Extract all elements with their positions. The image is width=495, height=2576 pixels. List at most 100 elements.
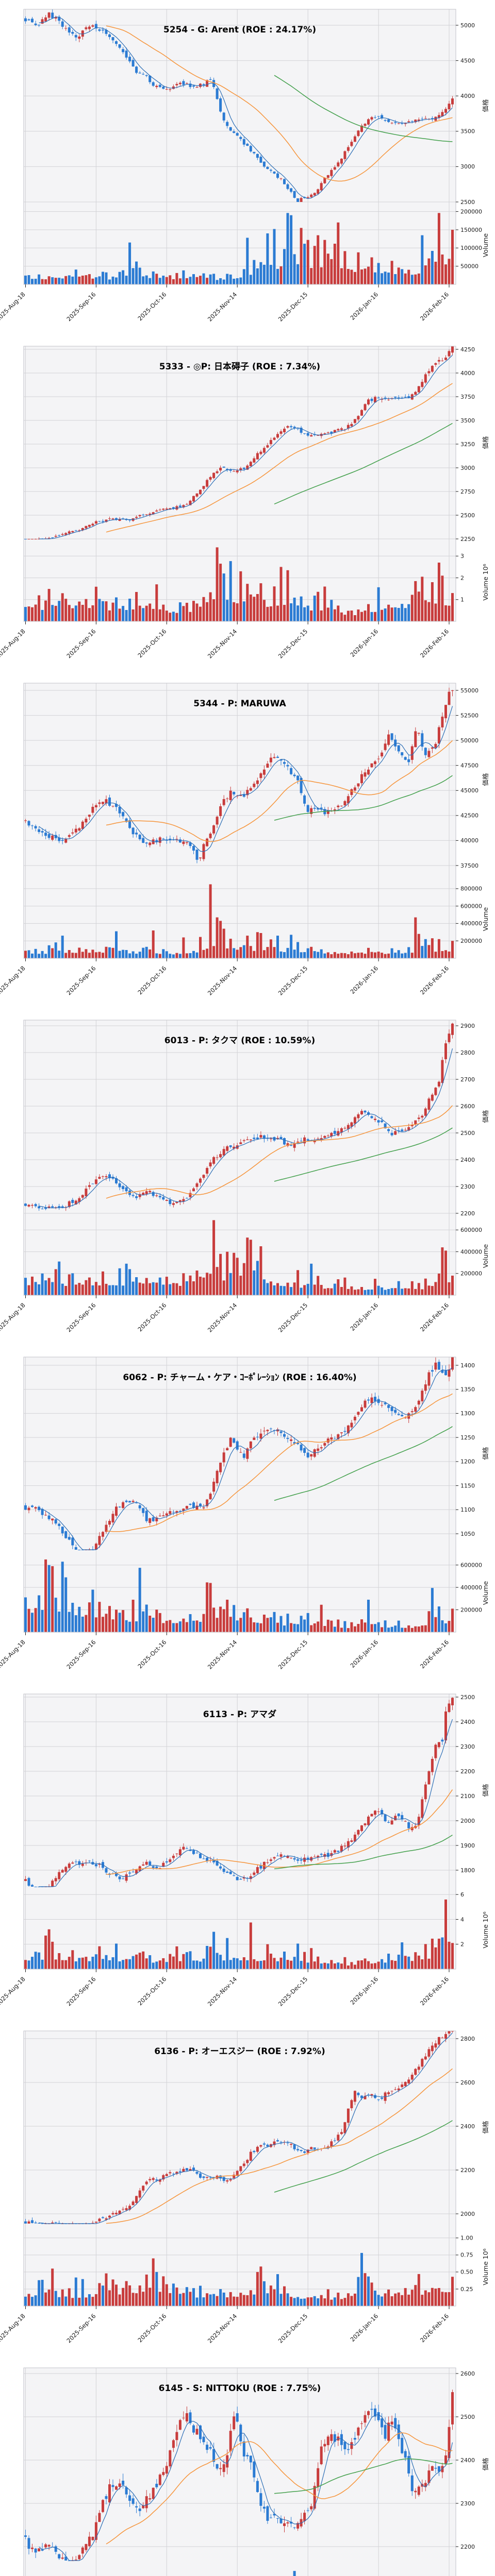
volume-bar (346, 1289, 350, 1295)
candle-body (41, 831, 44, 833)
volume-bar (394, 1288, 397, 1295)
candle-body (249, 1876, 252, 1879)
volume-bar (236, 278, 239, 284)
volume-bar (226, 948, 229, 958)
volume-bar (94, 1617, 97, 1632)
candle-body (172, 86, 175, 89)
candle-body (226, 122, 229, 126)
candle-body (262, 769, 266, 775)
candle-body (259, 157, 262, 163)
candle-body (236, 133, 239, 136)
volume-bar (410, 953, 414, 958)
candle-body (269, 1859, 272, 1861)
candle-body (158, 1196, 161, 1197)
candle-body (192, 1188, 195, 1192)
candle-body (317, 189, 320, 194)
candle-body (145, 1861, 148, 1865)
candle-body (88, 1185, 91, 1187)
volume-bar (404, 1628, 407, 1632)
volume-bar (303, 607, 306, 621)
candle-body (300, 198, 303, 202)
volume-bar (387, 1628, 390, 1632)
candle-body (61, 2557, 64, 2559)
candle-body (310, 808, 313, 814)
candle-body (31, 1505, 34, 1507)
price-tick-label: 1900 (460, 1842, 475, 1849)
volume-bar (165, 1620, 168, 1632)
candle-body (135, 833, 138, 835)
candle-body (98, 1864, 101, 1865)
candle-body (155, 1866, 158, 1868)
volume-bar (24, 1278, 27, 1295)
candle-body (303, 2151, 306, 2153)
candle-body (108, 798, 111, 806)
volume-tick-label: 800000 (460, 886, 482, 892)
volume-bar (27, 606, 30, 621)
price-tick-label: 2400 (460, 2123, 475, 2130)
candle-body (353, 136, 356, 142)
candle-body (381, 752, 384, 757)
volume-bar (367, 266, 370, 284)
candle-body (115, 2486, 118, 2490)
volume-bar (390, 1626, 393, 1632)
volume-tick-label: 0.50 (460, 2269, 473, 2276)
candle-body (353, 2091, 356, 2102)
volume-bar (27, 2294, 30, 2306)
volume-bar (47, 1929, 51, 1969)
price-tick-label: 4000 (460, 93, 475, 99)
candle-body (233, 792, 236, 794)
volume-bar (128, 1269, 131, 1295)
candle-body (54, 1519, 57, 1524)
volume-bar (88, 1961, 91, 1969)
candle-body (68, 1863, 71, 1868)
candle-body (138, 835, 141, 839)
volume-bar (300, 1961, 303, 1969)
candle-body (390, 2421, 393, 2425)
price-tick-label: 3500 (460, 128, 475, 135)
candle-body (306, 1857, 309, 1859)
candle-body (85, 819, 88, 823)
candle-body (226, 2180, 229, 2182)
candle-body (337, 1434, 340, 1439)
volume-bar (68, 1274, 71, 1295)
candle-body (105, 1176, 108, 1177)
price-tick-label: 3000 (460, 163, 475, 170)
volume-bar (64, 599, 68, 621)
candle-body (199, 2173, 202, 2178)
candle-body (437, 115, 440, 118)
candle-body (279, 431, 283, 434)
volume-bar (381, 953, 384, 958)
moving-average-lines (39, 2414, 453, 2561)
volume-bar (148, 1283, 152, 1295)
candle-body (350, 789, 353, 795)
ma-short-line (39, 354, 453, 539)
volume-bar (262, 950, 266, 958)
volume-bar (142, 2292, 145, 2306)
volume-bar (424, 600, 427, 621)
candle-body (54, 536, 57, 537)
candle-body (169, 2172, 172, 2174)
candle-body (300, 1859, 303, 1861)
volume-tick-label: 6 (460, 1891, 464, 1898)
volume-bar (38, 2280, 41, 2306)
volume-bar (64, 953, 68, 958)
volume-bar (165, 277, 168, 284)
candle-body (145, 75, 148, 76)
volume-bar (85, 2297, 88, 2306)
volume-bar (306, 1962, 309, 1969)
volume-bar (61, 1960, 64, 1969)
volume-bar (262, 264, 266, 284)
volume-bar (145, 2274, 148, 2306)
volume-bar (279, 1957, 283, 1969)
candle-body (434, 1362, 437, 1370)
volume-bar (401, 953, 404, 958)
volume-bar (310, 1263, 313, 1295)
candle-body (115, 518, 118, 520)
candle-body (340, 159, 343, 164)
volume-bar (374, 612, 376, 621)
candle-body (374, 761, 376, 765)
volume-bar (125, 1620, 128, 1632)
candle-body (219, 806, 222, 816)
candle-body (306, 1452, 309, 1458)
